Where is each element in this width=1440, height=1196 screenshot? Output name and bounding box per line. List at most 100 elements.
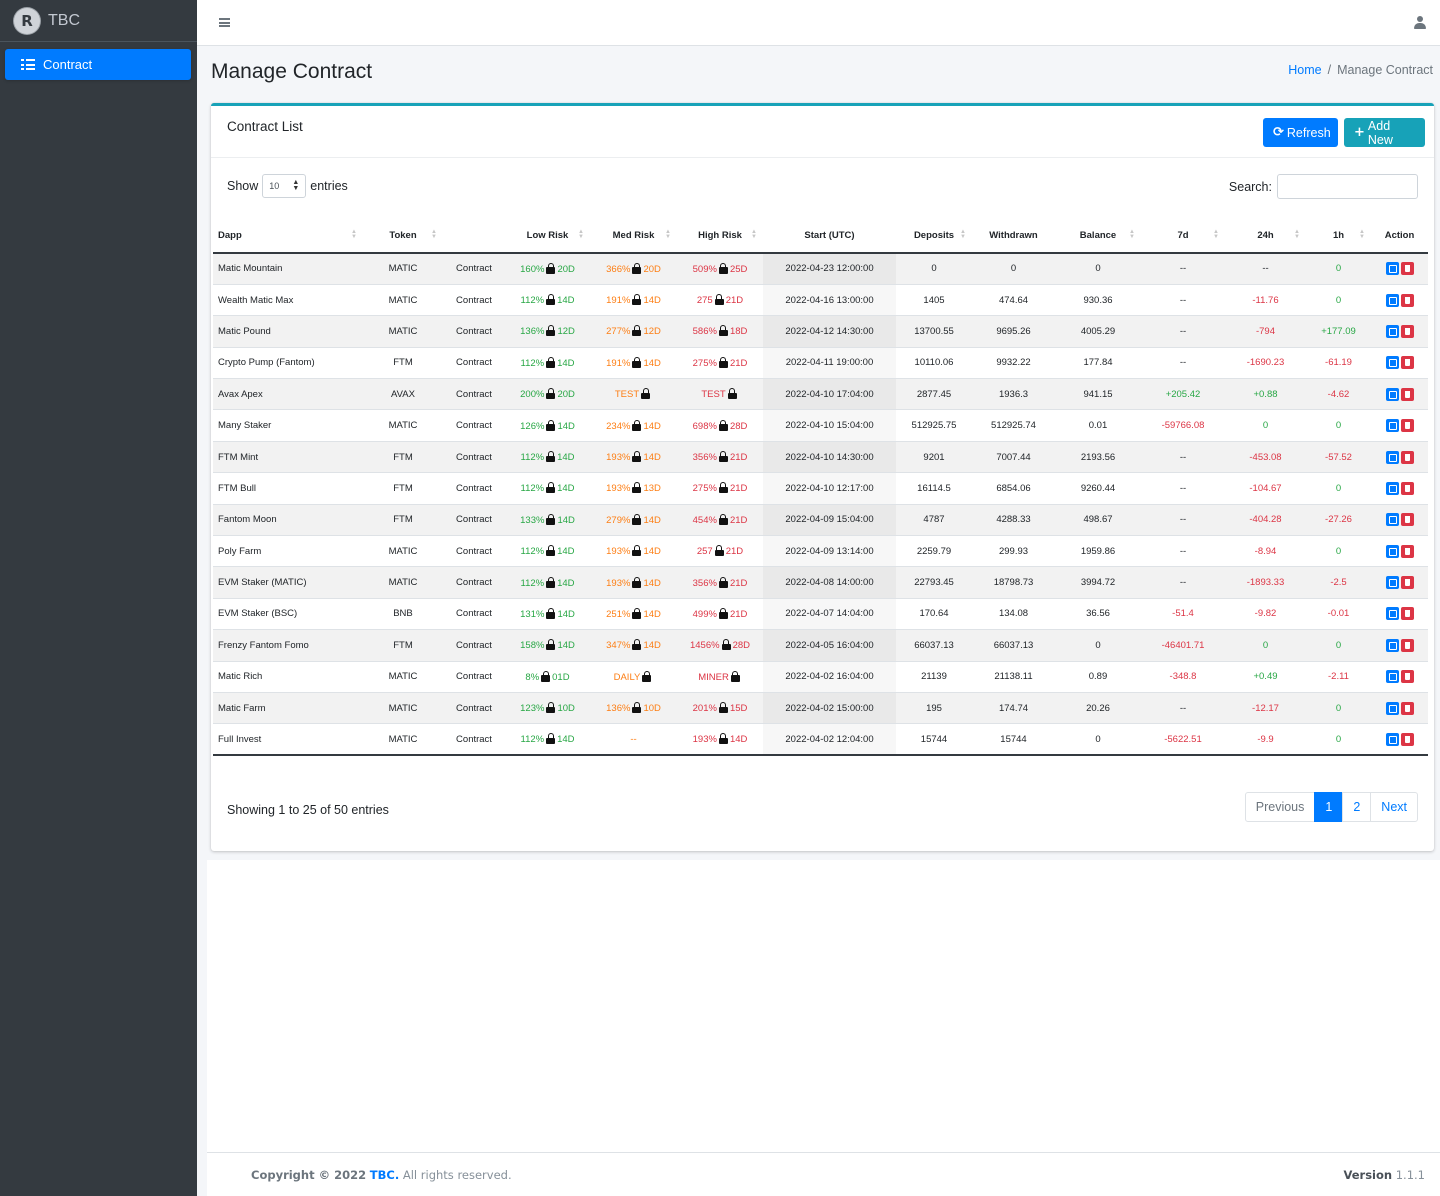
risk-days: 14D [557, 420, 575, 432]
change-24h: -8.94 [1254, 545, 1277, 557]
change-1h: -57.52 [1325, 451, 1352, 463]
edit-icon[interactable] [1385, 576, 1399, 590]
risk-percent: 277% [606, 326, 631, 338]
column-header[interactable]: 7d ▲ ▼ [1141, 218, 1225, 254]
edit-icon[interactable] [1385, 638, 1399, 652]
token-name: MATIC [388, 702, 418, 714]
edit-icon[interactable] [1385, 701, 1399, 715]
next-page-button[interactable]: Next [1370, 792, 1418, 822]
edit-icon[interactable] [1385, 732, 1399, 746]
edit-icon[interactable] [1385, 670, 1399, 684]
token-name: MATIC [388, 733, 418, 745]
dapp-name: Poly Farm [218, 545, 262, 557]
delete-icon[interactable] [1400, 324, 1414, 338]
previous-page-button[interactable]: Previous [1244, 792, 1316, 822]
edit-icon[interactable] [1385, 356, 1399, 370]
edit-icon[interactable] [1385, 419, 1399, 433]
delete-icon[interactable] [1400, 262, 1414, 276]
column-header[interactable]: Deposits ▲ ▼ [896, 218, 972, 254]
delete-icon[interactable] [1400, 387, 1414, 401]
risk-percent: 191% [606, 357, 631, 369]
column-header[interactable]: Med Risk ▲ ▼ [590, 218, 677, 254]
lock-icon [546, 262, 556, 274]
delete-icon[interactable] [1400, 701, 1414, 715]
edit-icon[interactable] [1385, 607, 1399, 621]
withdrawn-value: 15744 [1000, 733, 1027, 745]
edit-icon[interactable] [1385, 513, 1399, 527]
contract-type: Contract [456, 577, 492, 589]
brand-link[interactable]: R TBC [0, 0, 197, 42]
risk-days: 18D [729, 326, 748, 338]
sidebar-item-contract[interactable]: Contract [5, 49, 191, 80]
change-24h: 0 [1262, 420, 1269, 432]
dapp-name: Full Invest [218, 733, 262, 745]
edit-icon[interactable] [1385, 262, 1399, 276]
entries-select[interactable]: 10 ▲ ▼ [262, 174, 307, 198]
footer-brand-link[interactable]: TBC. [369, 1168, 400, 1182]
delete-icon[interactable] [1400, 450, 1414, 464]
lock-icon [632, 451, 642, 463]
withdrawn-value: 66037.13 [993, 639, 1034, 651]
change-7d: -59766.08 [1161, 420, 1205, 432]
edit-icon[interactable] [1385, 481, 1399, 495]
delete-icon[interactable] [1400, 607, 1414, 621]
change-7d: +205.42 [1165, 388, 1201, 400]
dapp-name: Fantom Moon [218, 514, 277, 526]
column-header[interactable]: Token ▲ ▼ [363, 218, 443, 254]
delete-icon[interactable] [1400, 732, 1414, 746]
delete-icon[interactable] [1400, 638, 1414, 652]
risk-days: 14D [557, 452, 575, 464]
change-7d: -- [1179, 514, 1187, 526]
delete-icon[interactable] [1400, 419, 1414, 433]
lock-icon [642, 670, 652, 682]
edit-icon[interactable] [1385, 293, 1399, 307]
dapp-name: Matic Rich [218, 671, 263, 683]
change-7d: -- [1179, 702, 1187, 714]
edit-icon[interactable] [1385, 450, 1399, 464]
risk-percent: 133% [520, 514, 545, 526]
delete-icon[interactable] [1400, 544, 1414, 558]
delete-icon[interactable] [1400, 576, 1414, 590]
edit-icon[interactable] [1385, 324, 1399, 338]
column-header[interactable]: High Risk ▲ ▼ [677, 218, 763, 254]
change-7d: -- [1179, 325, 1187, 337]
breadcrumb-home[interactable]: Home [1288, 63, 1322, 77]
user-icon[interactable] [1414, 16, 1426, 29]
deposits-value: 2877.45 [916, 388, 952, 400]
change-7d: -- [1179, 482, 1187, 494]
risk-percent: 112% [520, 483, 545, 495]
risk-days: 14D [557, 546, 575, 558]
balance-value: 9260.44 [1080, 482, 1116, 494]
column-header[interactable]: Balance ▲ ▼ [1055, 218, 1141, 254]
refresh-button[interactable]: ⟳ Refresh [1263, 118, 1338, 147]
balance-value: 941.15 [1083, 388, 1113, 400]
deposits-value: 22793.45 [914, 577, 954, 589]
balance-value: 930.36 [1083, 294, 1113, 306]
lock-icon [546, 482, 556, 494]
delete-icon[interactable] [1400, 670, 1414, 684]
delete-icon[interactable] [1400, 481, 1414, 495]
edit-icon[interactable] [1385, 387, 1399, 401]
risk-days: 20D [557, 389, 575, 401]
risk-percent: 112% [520, 357, 545, 369]
search-input[interactable] [1277, 174, 1418, 199]
risk-percent: 160% [520, 263, 545, 275]
delete-icon[interactable] [1400, 293, 1414, 307]
page-2-button[interactable]: 2 [1342, 792, 1372, 822]
edit-icon[interactable] [1385, 544, 1399, 558]
column-header[interactable]: 1h ▲ ▼ [1306, 218, 1371, 254]
column-header[interactable]: Low Risk ▲ ▼ [505, 218, 590, 254]
search-label: Search: [1228, 179, 1272, 194]
column-header[interactable]: 24h ▲ ▼ [1225, 218, 1306, 254]
page-1-button[interactable]: 1 [1314, 792, 1344, 822]
risk-percent: 234% [606, 420, 631, 432]
add-new-button[interactable]: + Add New [1344, 118, 1425, 147]
change-24h: +0.49 [1253, 671, 1278, 683]
menu-toggle-icon[interactable] [219, 18, 230, 27]
delete-icon[interactable] [1400, 513, 1414, 527]
delete-icon[interactable] [1400, 356, 1414, 370]
risk-days: 13D [643, 483, 661, 495]
column-header[interactable]: Dapp ▲ ▼ [213, 218, 363, 254]
risk-percent: 126% [520, 420, 545, 432]
sort-arrows-icon: ▲ ▼ [351, 229, 357, 240]
